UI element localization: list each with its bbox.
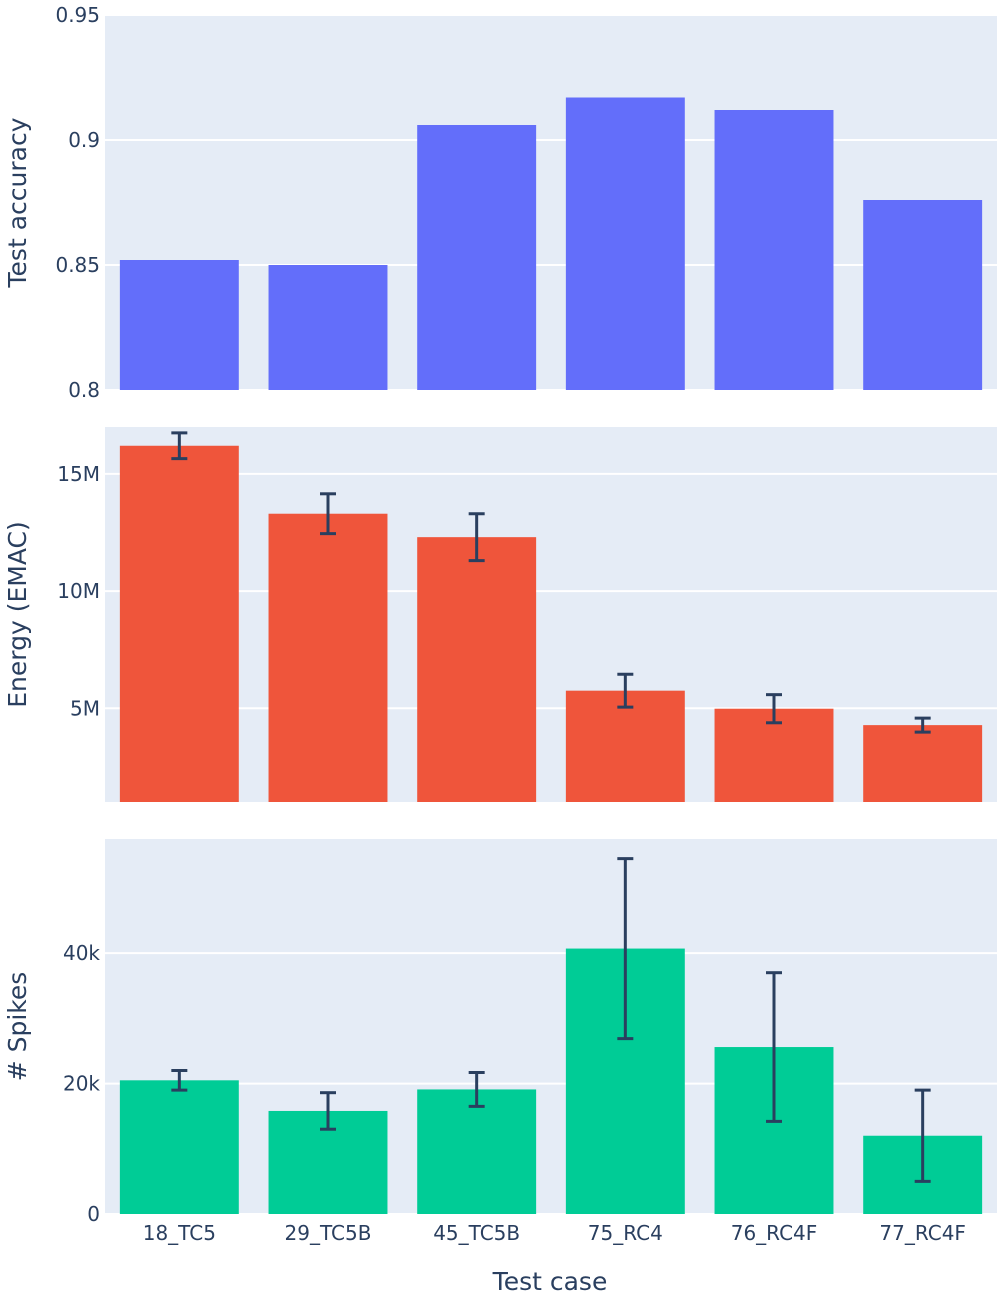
accuracy-bar (863, 200, 983, 390)
spikes-bar (417, 1089, 537, 1214)
accuracy-bar (119, 260, 239, 390)
x-axis-title: Test case (492, 1267, 608, 1296)
spikes-bar (119, 1080, 239, 1214)
x-tick-label: 75_RC4 (588, 1221, 663, 1245)
energy-bar (565, 690, 685, 802)
energy-plot-area (105, 427, 997, 802)
energy-error-bar (320, 492, 336, 536)
spikes-error-bar (171, 1069, 188, 1092)
accuracy-y-tick-label: 0.8 (68, 378, 100, 402)
energy-bar (119, 445, 239, 802)
energy-y-axis-title: Energy (EMAC) (3, 521, 32, 707)
x-tick-label: 18_TC5 (143, 1221, 216, 1245)
energy-error-bar (766, 693, 782, 725)
spikes-y-axis-title: # Spikes (3, 972, 32, 1082)
accuracy-bar (268, 265, 388, 390)
energy-error-bar (617, 672, 634, 709)
energy-error-bar (468, 512, 485, 563)
energy-bar (268, 513, 388, 802)
energy-bar (863, 725, 983, 802)
x-tick-label: 45_TC5B (433, 1221, 520, 1245)
energy-y-tick-label: 5M (70, 696, 100, 720)
x-tick-label: 76_RC4F (731, 1221, 818, 1245)
spikes-y-tick-label: 0 (87, 1202, 100, 1226)
x-tick-label: 29_TC5B (285, 1221, 372, 1245)
spikes-error-bar (320, 1091, 336, 1131)
accuracy-y-axis-title: Test accuracy (3, 117, 32, 288)
spikes-error-bar (617, 857, 634, 1041)
accuracy-y-tick-label: 0.95 (55, 3, 100, 27)
spikes-error-bar (914, 1088, 931, 1183)
accuracy-y-tick-label: 0.9 (68, 128, 100, 152)
energy-panel: 5M 10M 15M Energy (EMAC) (3, 427, 997, 802)
accuracy-plot-area (105, 15, 997, 390)
energy-error-bar (171, 431, 188, 461)
accuracy-bar (565, 97, 685, 390)
x-tick-label: 77_RC4F (879, 1221, 966, 1245)
spikes-plot-area (105, 839, 997, 1214)
accuracy-bar (714, 110, 834, 390)
accuracy-bar (417, 125, 537, 390)
spikes-panel: 0 20k 40k # Spikes (3, 839, 997, 1226)
accuracy-panel: 0.8 0.85 0.9 0.95 Test accuracy (3, 3, 997, 402)
spikes-error-bar (468, 1070, 485, 1108)
accuracy-y-tick-label: 0.85 (55, 253, 100, 277)
spikes-y-tick-label: 40k (63, 941, 100, 965)
energy-y-tick-label: 10M (57, 579, 100, 603)
x-axis-ticks: 18_TC5 29_TC5B 45_TC5B 75_RC4 76_RC4F 77_RC4F (143, 1221, 966, 1245)
spikes-error-bar (766, 971, 782, 1123)
energy-bar (417, 537, 537, 802)
energy-error-bar (914, 716, 931, 734)
energy-y-tick-label: 15M (57, 462, 100, 486)
spikes-y-tick-label: 20k (63, 1072, 100, 1096)
